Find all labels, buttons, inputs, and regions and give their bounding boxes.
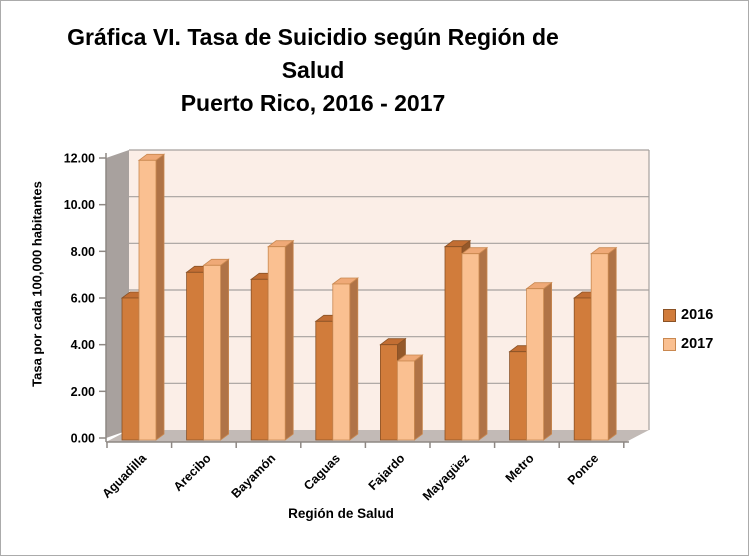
category-label-metro: Metro: [503, 451, 537, 485]
bar-front: [509, 351, 527, 441]
bar-front: [138, 159, 157, 441]
chart-title-line1: Gráfica VI. Tasa de Suicidio según Regió…: [67, 24, 559, 50]
category-label-mayaguez: Mayagüez: [420, 451, 472, 503]
bar-front: [186, 271, 205, 441]
category-label-arecibo: Arecibo: [171, 451, 214, 494]
chart-title: Gráfica VI. Tasa de Suicidio según Regió…: [1, 21, 625, 120]
bar-front: [590, 253, 609, 441]
bar-2017-mayaguez: [460, 246, 489, 441]
bar-front: [332, 283, 351, 441]
bar-side: [155, 153, 165, 441]
x-axis-title: Región de Salud: [288, 506, 394, 521]
bar-side: [349, 277, 359, 441]
category-label-aguadilla: Aguadilla: [99, 450, 149, 500]
bar-side: [607, 246, 617, 441]
y-tick-label: 6.00: [71, 292, 95, 306]
bar-side: [543, 281, 552, 441]
bar-side: [478, 246, 488, 441]
bar-2017-arecibo: [202, 258, 230, 441]
bar-front: [379, 344, 398, 441]
bar-side: [284, 239, 294, 441]
category-label-fajardo: Fajardo: [366, 451, 408, 493]
legend-label-2016: 2016: [681, 307, 714, 323]
y-tick-label: 4.00: [71, 338, 95, 352]
chart-title-line3: Puerto Rico, 2016 - 2017: [180, 90, 446, 116]
bar-front: [203, 264, 222, 441]
legend-label-2017: 2017: [681, 336, 714, 352]
y-tick-label: 0.00: [71, 432, 95, 446]
y-tick-label: 8.00: [71, 245, 95, 259]
bar-front: [526, 288, 544, 441]
bar-front: [573, 297, 592, 441]
bar-front: [315, 320, 334, 441]
bar-2017-metro: [525, 281, 553, 441]
bar-front: [250, 278, 269, 441]
y-tick-label: 10.00: [64, 198, 95, 212]
bar-front: [461, 253, 480, 441]
legend-swatch-2016: [663, 308, 676, 322]
category-label-bayamon: Bayamón: [229, 451, 279, 501]
category-label-caguas: Caguas: [301, 451, 343, 493]
bar-side: [413, 354, 423, 441]
legend-swatch-2017: [663, 337, 676, 351]
bar-2017-fajardo: [396, 354, 424, 441]
bar-front: [396, 360, 415, 441]
y-tick-label: 12.00: [64, 152, 95, 166]
bar-front: [267, 246, 286, 441]
bar-2017-bayamon: [267, 239, 295, 441]
legend: 2016 2017: [663, 307, 713, 365]
chart-title-line2: Salud: [281, 57, 345, 83]
legend-item-2017: 2017: [663, 336, 713, 352]
bar-2017-ponce: [590, 246, 618, 441]
bar-2017-caguas: [331, 277, 359, 441]
category-label-ponce: Ponce: [565, 451, 601, 487]
legend-item-2016: 2016: [663, 307, 713, 323]
bar-side: [220, 258, 230, 441]
bar-front: [444, 246, 463, 441]
y-tick-label: 2.00: [71, 385, 95, 399]
bar-2017-aguadilla: [137, 153, 166, 441]
bar-front: [121, 297, 140, 441]
